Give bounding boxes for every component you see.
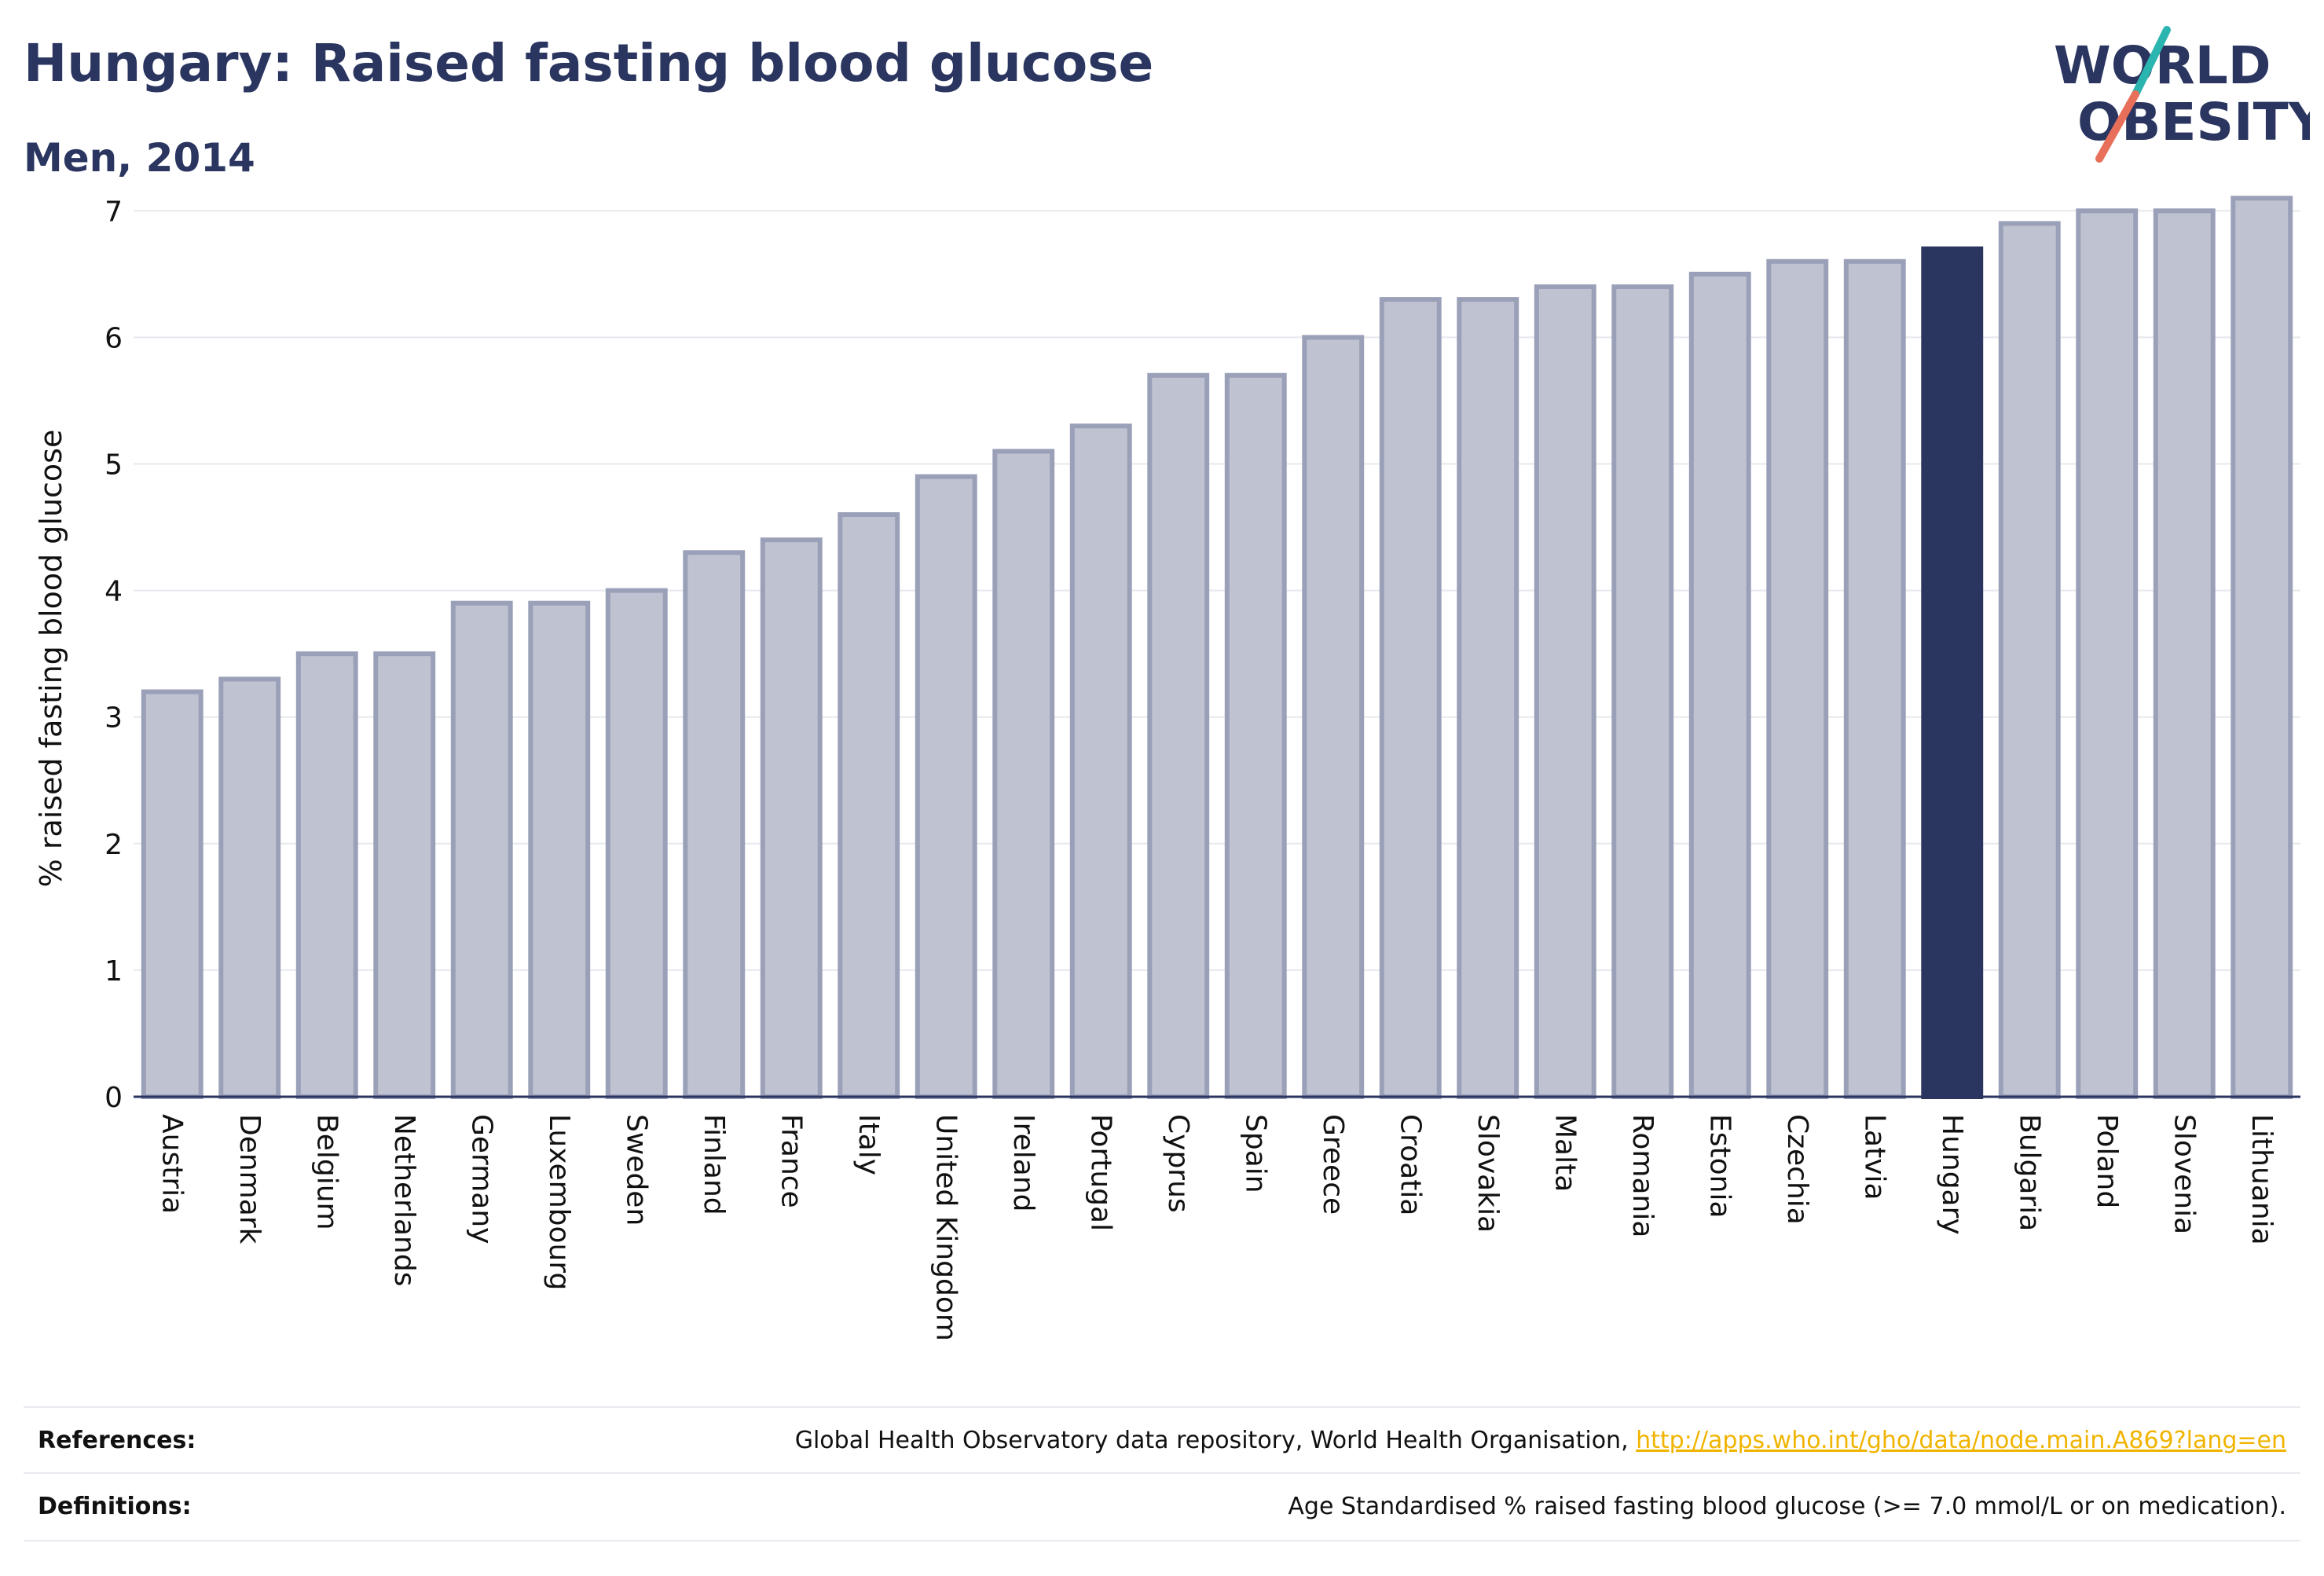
x-tick-label: Sweden	[620, 1114, 652, 1226]
bar-finland	[683, 550, 746, 1099]
y-axis-title: % raised fasting blood glucose	[34, 430, 68, 888]
x-tick-label: Denmark	[233, 1114, 266, 1244]
bar-sweden	[605, 588, 668, 1099]
definitions-row: Definitions: Age Standardised % raised f…	[24, 1472, 2300, 1541]
x-tick-label: Finland	[698, 1114, 730, 1215]
x-tick-label: United Kingdom	[929, 1114, 962, 1341]
references-text: Global Health Observatory data repositor…	[794, 1427, 1637, 1454]
bar-cyprus	[1147, 372, 1210, 1099]
x-tick-label: Estonia	[1703, 1114, 1736, 1219]
x-tick-label: France	[775, 1114, 807, 1208]
bars	[141, 196, 2293, 1100]
y-tick-label: 1	[104, 955, 123, 988]
y-tick-label: 7	[104, 196, 123, 228]
references-value: Global Health Observatory data repositor…	[795, 1427, 2286, 1454]
bar-slovakia	[1457, 297, 1519, 1099]
y-tick-label: 3	[104, 702, 123, 735]
x-tick-label: Austria	[156, 1114, 188, 1214]
axes: 0 1 2 3 4 5 6 7 Austria Denmark Belgium Netherlands…	[104, 196, 2300, 1341]
bar-hungary	[1921, 246, 1984, 1099]
bar-germany	[450, 600, 513, 1099]
x-tick-label: Spain	[1239, 1114, 1271, 1193]
bar-spain	[1224, 372, 1287, 1099]
page-subtitle: Men, 2014	[24, 135, 255, 181]
y-tick-label: 2	[104, 829, 123, 861]
x-tick-label: Bulgaria	[2013, 1114, 2045, 1231]
x-tick-label: Ireland	[1007, 1114, 1039, 1212]
world-obesity-logo: WORLD OBESITY	[2054, 26, 2310, 163]
x-tick-label: Greece	[1317, 1114, 1349, 1215]
x-tick-label: Latvia	[1858, 1114, 1890, 1200]
references-label: References:	[38, 1427, 196, 1454]
references-link[interactable]: http://apps.who.int/gho/data/node.main.A…	[1636, 1427, 2286, 1454]
x-tick-label: Lithuania	[2245, 1114, 2278, 1245]
y-tick-label: 5	[104, 449, 123, 482]
x-tick-label: Croatia	[1394, 1114, 1426, 1215]
bar-austria	[141, 689, 203, 1099]
bar-slovenia	[2153, 208, 2216, 1100]
bar-france	[760, 537, 823, 1099]
bar-denmark	[218, 676, 281, 1099]
x-tick-label: Malta	[1549, 1114, 1581, 1192]
x-tick-label: Luxembourg	[543, 1114, 575, 1290]
y-tick-label: 6	[104, 322, 123, 354]
references-row: References: Global Health Observatory da…	[24, 1406, 2300, 1474]
bar-italy	[838, 511, 900, 1099]
x-tick-label: Romania	[1626, 1114, 1659, 1237]
bar-latvia	[1843, 258, 1906, 1100]
bar-poland	[2076, 208, 2139, 1100]
bar-greece	[1302, 335, 1365, 1099]
y-tick-label: 4	[104, 576, 123, 608]
bar-malta	[1534, 284, 1596, 1099]
bar-czechia	[1766, 258, 1829, 1100]
x-tick-label: Belgium	[310, 1114, 343, 1230]
x-tick-label: Slovenia	[2168, 1114, 2200, 1234]
x-tick-label: Czechia	[1781, 1114, 1813, 1225]
bar-united-kingdom	[915, 474, 977, 1099]
bar-estonia	[1688, 271, 1751, 1099]
x-tick-label: Netherlands	[388, 1114, 420, 1286]
bar-croatia	[1379, 297, 1442, 1099]
definitions-label: Definitions:	[38, 1493, 192, 1520]
bar-chart: 0 1 2 3 4 5 6 7 Austria Denmark Belgium Netherlands…	[34, 196, 2300, 1341]
x-tick-label: Germany	[465, 1114, 497, 1244]
bar-luxembourg	[528, 600, 591, 1099]
bar-belgium	[295, 651, 358, 1099]
page-title: Hungary: Raised fasting blood glucose	[24, 33, 1154, 93]
x-tick-label: Cyprus	[1162, 1114, 1194, 1213]
bar-bulgaria	[1998, 221, 2061, 1099]
bar-ireland	[992, 449, 1055, 1099]
x-tick-label: Italy	[852, 1114, 885, 1175]
y-tick-label: 0	[104, 1082, 123, 1114]
bar-lithuania	[2231, 196, 2293, 1099]
bar-romania	[1611, 284, 1674, 1099]
definitions-value: Age Standardised % raised fasting blood …	[1288, 1493, 2286, 1520]
x-tick-label: Portugal	[1084, 1114, 1116, 1231]
x-tick-label: Slovakia	[1472, 1114, 1504, 1233]
bar-netherlands	[373, 651, 436, 1099]
x-tick-label: Hungary	[1936, 1114, 1968, 1235]
bar-portugal	[1069, 423, 1132, 1099]
logo-slash-teal	[2132, 26, 2171, 98]
x-tick-label: Poland	[2091, 1114, 2123, 1208]
logo-slash-red	[2095, 90, 2139, 163]
